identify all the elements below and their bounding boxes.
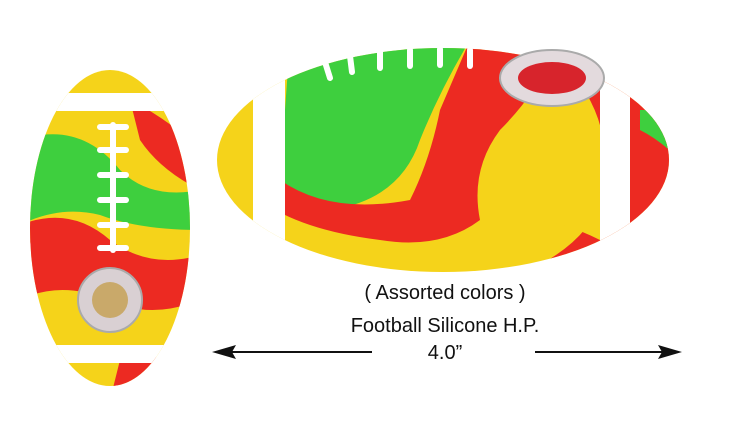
- football-vertical: [30, 70, 190, 386]
- laces: [322, 46, 473, 81]
- arrow-head: [212, 345, 236, 359]
- bowl: [499, 49, 605, 107]
- football-horizontal: [217, 48, 669, 272]
- laces: [97, 122, 129, 253]
- arrow-head: [658, 345, 682, 359]
- caption-note: ( Assorted colors ): [364, 282, 525, 304]
- caption-name: Football Silicone H.P.: [351, 315, 540, 337]
- bowl: [77, 267, 143, 333]
- caption-size: 4.0”: [428, 342, 462, 364]
